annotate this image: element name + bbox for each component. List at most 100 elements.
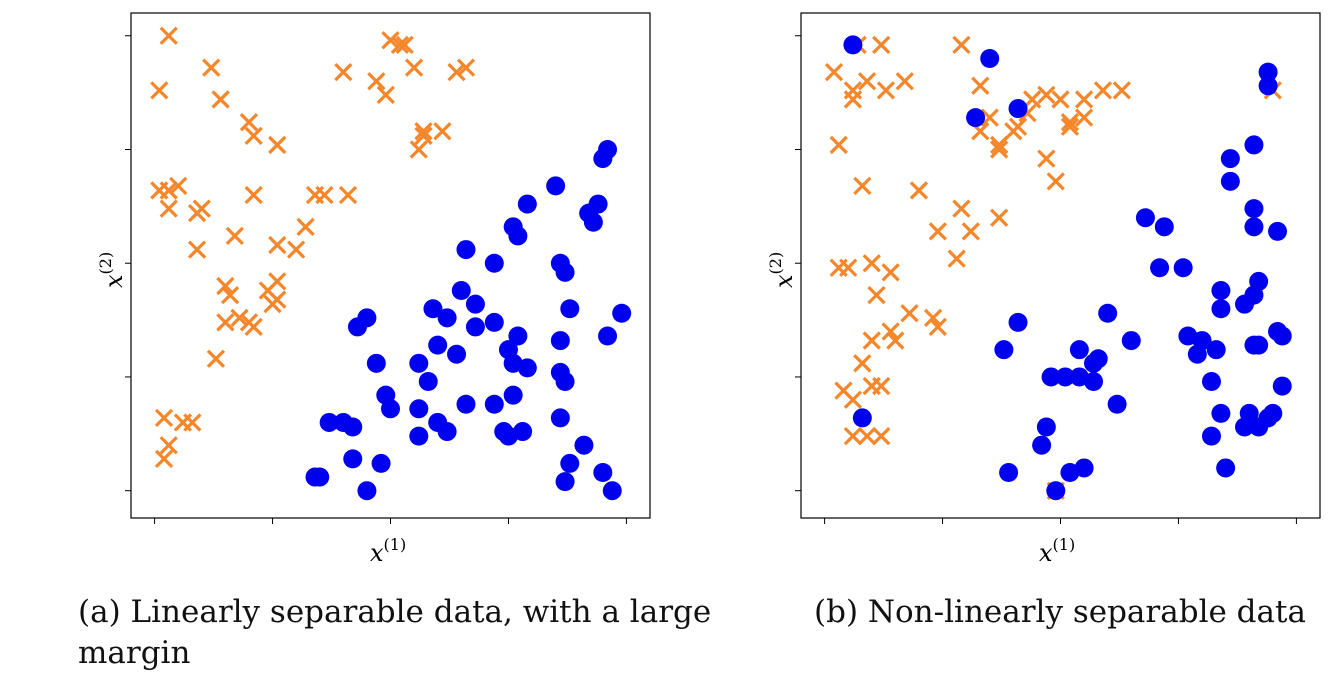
plot-b-cross-point-44 [881,322,900,341]
plot-b-dot-point-2 [1008,99,1028,119]
plot-b-cross-point-34 [990,140,1009,159]
plot-b-dot-point-6 [1244,135,1264,155]
plot-b-cross-point-23 [1037,149,1056,168]
plot-b-cross-point-6 [895,72,914,91]
scatter-plot-b: x(1) x(2) [766,12,1321,567]
plot-b-dot-point-44 [1032,435,1052,455]
plot-a-dot-point-61 [319,412,339,432]
plot-b-cross-point-43 [923,308,943,327]
plot-b-dot-point-38 [1069,340,1089,360]
plot-b-dot-point-51 [1060,463,1080,483]
plot-b-dot-point-29 [1211,403,1231,423]
plot-b-cross-point-35 [990,208,1009,227]
plot-b-cross-point-46 [886,331,905,350]
plot-b-cross-point-18 [1074,90,1094,109]
plot-a-dot-point-50 [555,472,575,492]
plot-b-cross-point-5 [876,81,896,100]
plot-b-dot-point-25 [1178,326,1198,346]
plot-b-marks [824,35,1292,501]
plot-a-dot-point-33 [456,394,476,414]
plot-a-cross-point-12 [187,240,207,259]
plot-a-cross-point-43 [287,240,306,259]
plot-a-cross-point-16 [296,217,315,236]
plot-a-cross-point-30 [433,122,452,141]
plot-a-ticks [125,35,627,524]
plot-b-cross-point-0 [872,35,891,54]
plot-a-cross-point-24 [376,85,395,105]
plot-b-cross-point-15 [1023,90,1042,109]
plot-b-dot-point-4 [1258,76,1278,96]
plot-b-dot-point-27 [1206,340,1226,360]
plot-b-cross-point-17 [1051,90,1070,109]
plot-a-dot-point-4 [583,212,603,232]
plot-a-dot-point-12 [437,308,457,328]
plot-a-dot-point-53 [602,481,622,501]
plot-b-dot-point-46 [1046,481,1066,501]
plot-b-cross-point-2 [824,63,844,82]
plot-a-cross-point-5 [244,126,263,145]
scatter-plot-a: x(1) x(2) [96,12,651,567]
plot-a-cross-point-29 [414,122,433,141]
plot-b-ticks [795,35,1297,524]
plot-b-cross-point-54 [872,426,891,446]
plot-b-dot-point-54 [1268,221,1288,241]
plot-a-dot-point-42 [484,394,504,414]
plot-a-cross-point-33 [154,408,174,428]
plot-a-dot-point-25 [598,326,618,346]
plot-b-cross-point-28 [853,176,872,196]
plot-b-dot-point-32 [1239,403,1259,423]
plot-a-dot-point-9 [484,253,504,273]
plot-a-dot-point-24 [550,331,570,351]
plot-b-cross-point-25 [1074,108,1094,127]
plot-a-dot-point-43 [503,385,523,405]
plot-a-dot-point-30 [409,353,429,373]
plot-a-cross-point-8 [169,176,188,196]
plot-b-dot-point-17 [1235,294,1255,314]
plot-a-cross-point-32 [456,58,476,77]
plot-b-dot-point-10 [1173,258,1193,278]
plot-a-dot-point-15 [465,317,485,337]
plot-b-cross-point-26 [829,135,848,155]
plot-b-cross-point-51 [843,390,863,409]
plot-a-cross-point-7 [159,181,178,200]
plot-b-cross-point-20 [1112,81,1131,100]
plot-b-dot-point-28 [1201,372,1221,392]
plot-b-cross-point-24 [1060,113,1080,132]
plot-b-dot-point-21 [1249,335,1269,355]
plot-b-dot-point-52 [999,463,1019,483]
plot-a-cross-point-18 [315,185,334,205]
plot-b-dot-point-30 [1201,426,1221,446]
plot-a-dot-point-29 [418,372,438,392]
plot-b-dot-point-37 [1088,349,1108,369]
plot-b-cross-point-42 [928,317,947,337]
plot-a-dot-point-31 [428,335,448,355]
plot-a-cross-point-41 [216,276,235,296]
plot-b-cross-point-9 [980,108,999,127]
plot-a-dot-point-38 [376,385,396,405]
plot-a-dot-point-22 [555,262,575,282]
plot-a-dot-point-6 [517,194,537,214]
plot-a-cross-point-31 [447,63,466,82]
plot-a-cross-point-1 [150,81,169,100]
plot-b-cross-point-41 [900,304,919,323]
plot-a-marks [150,26,632,501]
plot-b-cross-point-29 [909,181,929,200]
plot-a-dot-point-28 [555,372,575,392]
plot-a-dot-point-26 [612,303,632,323]
plot-b-cross-point-19 [1093,81,1113,100]
plot-b-cross-point-22 [1046,172,1065,191]
plot-a-cross-point-2 [202,58,221,77]
plot-a-cross-point-22 [381,31,400,50]
plot-b-dot-point-43 [1036,417,1056,437]
plot-b-dot-point-5 [1220,149,1240,169]
plot-a-cross-point-14 [268,135,287,155]
plot-a-dot-point-57 [343,449,363,469]
plot-b-cross-point-8 [971,76,990,95]
plot-a-cross-point-15 [268,235,287,255]
plot-b-cross-point-45 [862,331,881,350]
plot-a-dot-point-47 [437,422,457,442]
plot-b-cross-point-4 [857,72,877,91]
plot-b-dot-point-56 [1272,326,1292,346]
plot-a-cross-point-38 [220,285,240,305]
